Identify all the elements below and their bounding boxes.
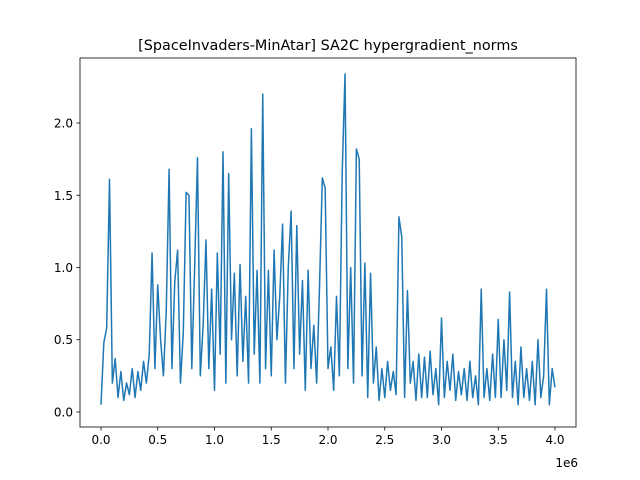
chart-title: [SpaceInvaders-MinAtar] SA2C hypergradie… bbox=[138, 38, 518, 54]
x-tick-label: 3.5 bbox=[489, 433, 508, 447]
x-tick-label: 0.0 bbox=[91, 433, 110, 447]
x-tick-label: 2.5 bbox=[375, 433, 394, 447]
x-tick-label: 1.5 bbox=[262, 433, 281, 447]
y-tick-label: 0.5 bbox=[54, 333, 73, 347]
y-tick-label: 0.0 bbox=[54, 405, 73, 419]
axes-frame bbox=[79, 57, 577, 428]
x-tick-label: 3.0 bbox=[432, 433, 451, 447]
y-tick-label: 2.0 bbox=[54, 117, 73, 131]
x-tick-label: 1.0 bbox=[205, 433, 224, 447]
data-line bbox=[100, 73, 556, 406]
x-tick-label: 2.0 bbox=[318, 433, 337, 447]
x-tick-label: 4.0 bbox=[545, 433, 564, 447]
y-tick-label: 1.0 bbox=[54, 261, 73, 275]
y-tick-label: 1.5 bbox=[54, 189, 73, 203]
x-offset-label: 1e6 bbox=[555, 456, 578, 470]
x-tick-label: 0.5 bbox=[148, 433, 167, 447]
